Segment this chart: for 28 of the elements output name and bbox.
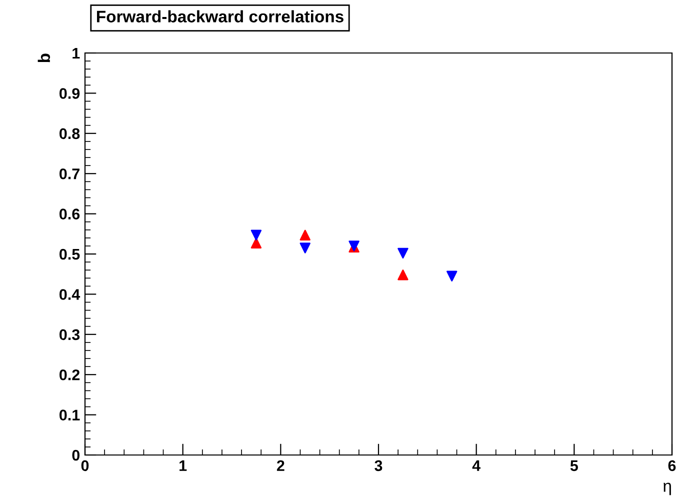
y-tick-label: 0.6 [60,208,80,220]
point [300,230,310,240]
point [446,270,458,282]
x-tick-label: 4 [472,460,480,471]
point [398,248,408,259]
y-tick-label: 0.4 [60,289,80,300]
y-tick-label: 0.8 [60,128,80,140]
x-tick-label: 6 [668,460,676,472]
point [250,230,262,240]
point [250,238,262,248]
y-tick-label: 0.2 [60,369,80,380]
chart-title: Forward-backward correlations [97,10,344,22]
x-axis-title: η [664,482,671,496]
x-tick-label: 0 [81,460,89,472]
x-tick-label: 1 [180,460,187,471]
y-tick-label: 0.5 [60,248,80,260]
y-tick-label: 0.1 [60,410,80,420]
y-tick-label: 0.3 [60,329,80,340]
x-tick-label: 3 [374,460,382,472]
y-tick-label: 0.9 [60,88,80,99]
y-tick-label: 1 [72,48,80,59]
x-tick-label: 2 [276,460,284,471]
y-tick-label: 0.7 [60,168,80,180]
x-tick-label: 5 [570,460,578,472]
y-axis-title: b [38,54,50,62]
y-tick-label: 0 [72,450,80,461]
point [300,242,310,254]
point [398,270,408,280]
